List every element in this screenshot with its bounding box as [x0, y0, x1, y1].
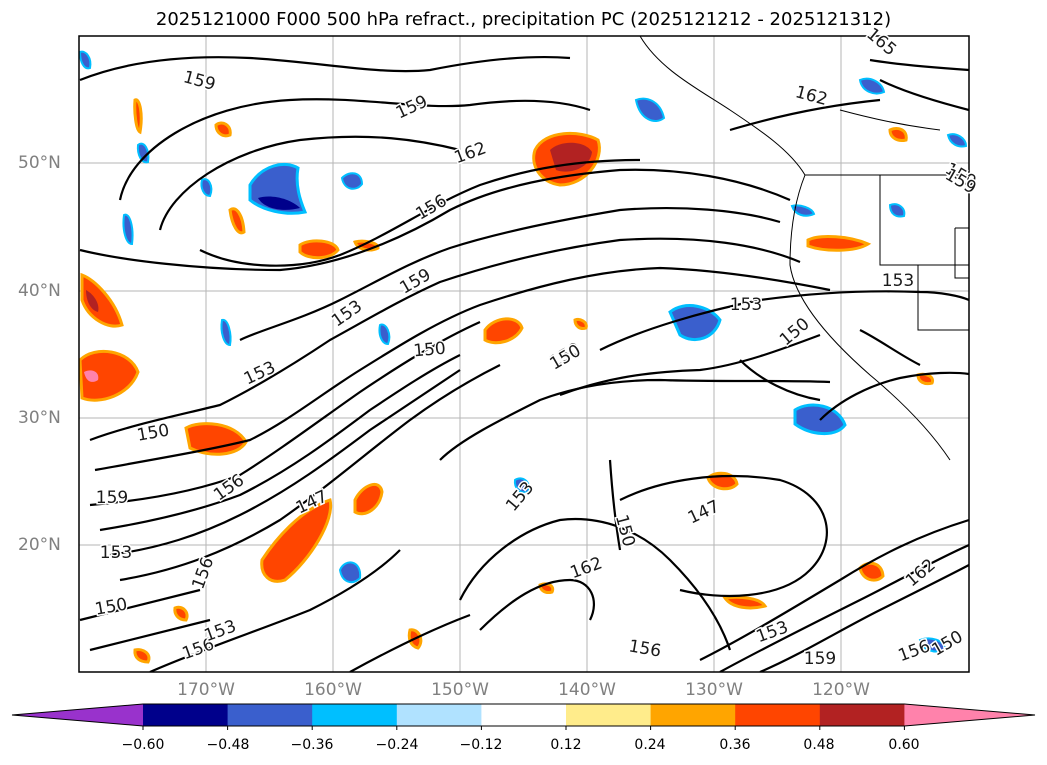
- colorbar-bin: [312, 704, 398, 726]
- contour-label: 159: [96, 488, 128, 508]
- contour-label: 159: [804, 649, 836, 669]
- lat-label-50n: 50°N: [18, 153, 61, 173]
- colorbar-bin: [396, 704, 482, 726]
- lat-label-40n: 40°N: [18, 281, 61, 301]
- colorbar-bin: [819, 704, 905, 726]
- precip-negative-areas: [79, 50, 968, 653]
- colorbar-tick-label: 0.60: [888, 737, 920, 753]
- lat-label-20n: 20°N: [18, 535, 61, 555]
- contour-label: 153: [730, 295, 762, 315]
- colorbar-tick-label: 0.48: [803, 737, 835, 753]
- gridlines: [79, 36, 969, 672]
- colorbar-bin: [735, 704, 821, 726]
- lon-label-170w: 170°W: [177, 680, 235, 700]
- lon-label-120w: 120°W: [812, 680, 870, 700]
- colorbar-tick-label: 0.12: [550, 737, 582, 753]
- lat-label-30n: 30°N: [18, 408, 61, 428]
- colorbar-tick-label: −0.48: [206, 737, 250, 753]
- map-background: [79, 36, 969, 672]
- colorbar-tick-label: −0.24: [375, 737, 419, 753]
- coastlines: [639, 36, 969, 461]
- colorbar-extend-low: [12, 704, 143, 726]
- lon-label-160w: 160°W: [304, 680, 362, 700]
- colorbar-bin: [481, 704, 567, 726]
- colorbar-tick-label: 0.36: [719, 737, 751, 753]
- colorbar-tick-label: −0.36: [290, 737, 334, 753]
- contour-label: 153: [882, 271, 914, 291]
- contour-label: 153: [100, 543, 132, 563]
- lon-label-150w: 150°W: [431, 680, 489, 700]
- colorbar-bin: [566, 704, 652, 726]
- contour-label: 150: [413, 339, 447, 362]
- lon-label-140w: 140°W: [558, 680, 616, 700]
- lon-label-130w: 130°W: [685, 680, 743, 700]
- map-frame: [78, 35, 970, 673]
- refractivity-contours: [79, 56, 969, 672]
- colorbar-bin: [227, 704, 313, 726]
- colorbar: [11, 703, 1036, 730]
- colorbar-bin: [650, 704, 736, 726]
- colorbar-bin: [143, 704, 229, 726]
- map-title: 2025121000 F000 500 hPa refract., precip…: [155, 9, 892, 30]
- colorbar-extend-high: [904, 704, 1035, 726]
- colorbar-tick-label: −0.60: [121, 737, 165, 753]
- precip-positive-areas: [79, 98, 935, 664]
- colorbar-tick-label: 0.24: [634, 737, 666, 753]
- colorbar-tick-label: −0.12: [459, 737, 503, 753]
